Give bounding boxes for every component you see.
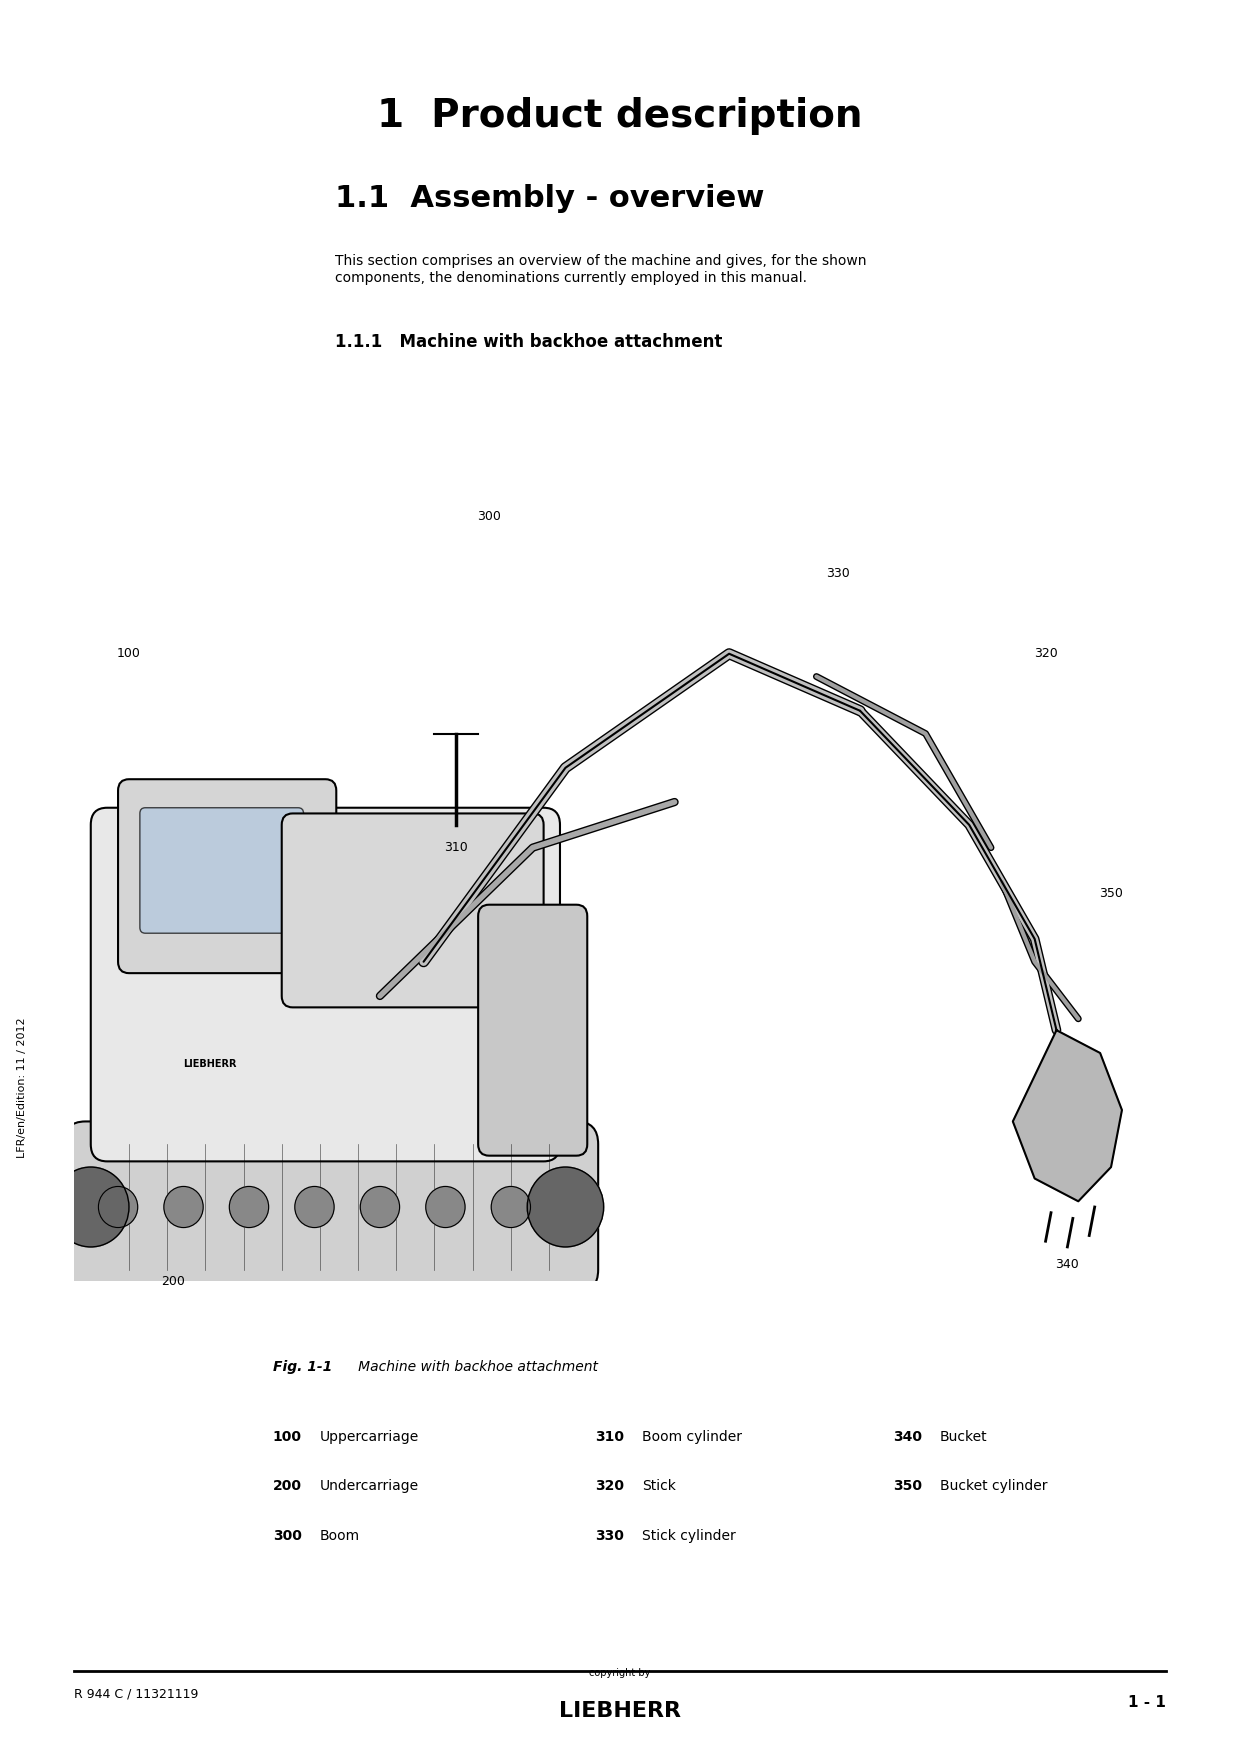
Text: 200: 200 [273,1479,301,1494]
Circle shape [491,1186,531,1227]
Text: 310: 310 [444,841,469,855]
Text: LFR/en/Edition: 11 / 2012: LFR/en/Edition: 11 / 2012 [17,1018,27,1158]
Circle shape [229,1186,269,1227]
Text: 340: 340 [893,1430,921,1444]
Text: 1.1.1   Machine with backhoe attachment: 1.1.1 Machine with backhoe attachment [335,333,722,351]
Text: copyright by: copyright by [589,1667,651,1678]
Text: 300: 300 [273,1529,301,1543]
Text: Bucket: Bucket [940,1430,987,1444]
Circle shape [52,1167,129,1246]
FancyBboxPatch shape [281,814,543,1007]
Text: 320: 320 [1034,648,1058,660]
Text: Boom cylinder: Boom cylinder [642,1430,743,1444]
Text: Uppercarriage: Uppercarriage [320,1430,419,1444]
Text: LIEBHERR: LIEBHERR [184,1060,237,1069]
Polygon shape [1013,1030,1122,1202]
Text: 100: 100 [117,648,141,660]
Text: 350: 350 [1099,886,1123,900]
FancyBboxPatch shape [140,807,304,934]
Text: Stick cylinder: Stick cylinder [642,1529,737,1543]
Text: 1.1  Assembly - overview: 1.1 Assembly - overview [335,184,764,214]
Text: 350: 350 [893,1479,921,1494]
Text: Boom: Boom [320,1529,360,1543]
Circle shape [164,1186,203,1227]
Text: 200: 200 [161,1274,185,1288]
Text: 1 - 1: 1 - 1 [1127,1695,1166,1709]
Text: 320: 320 [595,1479,624,1494]
Text: Undercarriage: Undercarriage [320,1479,419,1494]
Text: R 944 C / 11321119: R 944 C / 11321119 [74,1687,198,1701]
Text: Machine with backhoe attachment: Machine with backhoe attachment [345,1360,598,1374]
Text: Fig. 1-1: Fig. 1-1 [273,1360,332,1374]
Circle shape [295,1186,334,1227]
Text: 330: 330 [826,567,851,581]
Text: Stick: Stick [642,1479,676,1494]
Text: 340: 340 [1055,1258,1079,1271]
FancyBboxPatch shape [118,779,336,972]
Circle shape [527,1167,604,1246]
FancyBboxPatch shape [63,1121,598,1292]
Circle shape [425,1186,465,1227]
Text: This section comprises an overview of the machine and gives, for the shown
compo: This section comprises an overview of th… [335,254,867,284]
Text: 300: 300 [477,511,501,523]
Text: 330: 330 [595,1529,624,1543]
FancyBboxPatch shape [479,906,588,1157]
Text: Bucket cylinder: Bucket cylinder [940,1479,1048,1494]
Circle shape [98,1186,138,1227]
FancyBboxPatch shape [91,807,560,1162]
Text: 310: 310 [595,1430,624,1444]
Text: LIEBHERR: LIEBHERR [559,1701,681,1722]
Text: 1  Product description: 1 Product description [377,97,863,135]
Text: 100: 100 [273,1430,301,1444]
Circle shape [361,1186,399,1227]
